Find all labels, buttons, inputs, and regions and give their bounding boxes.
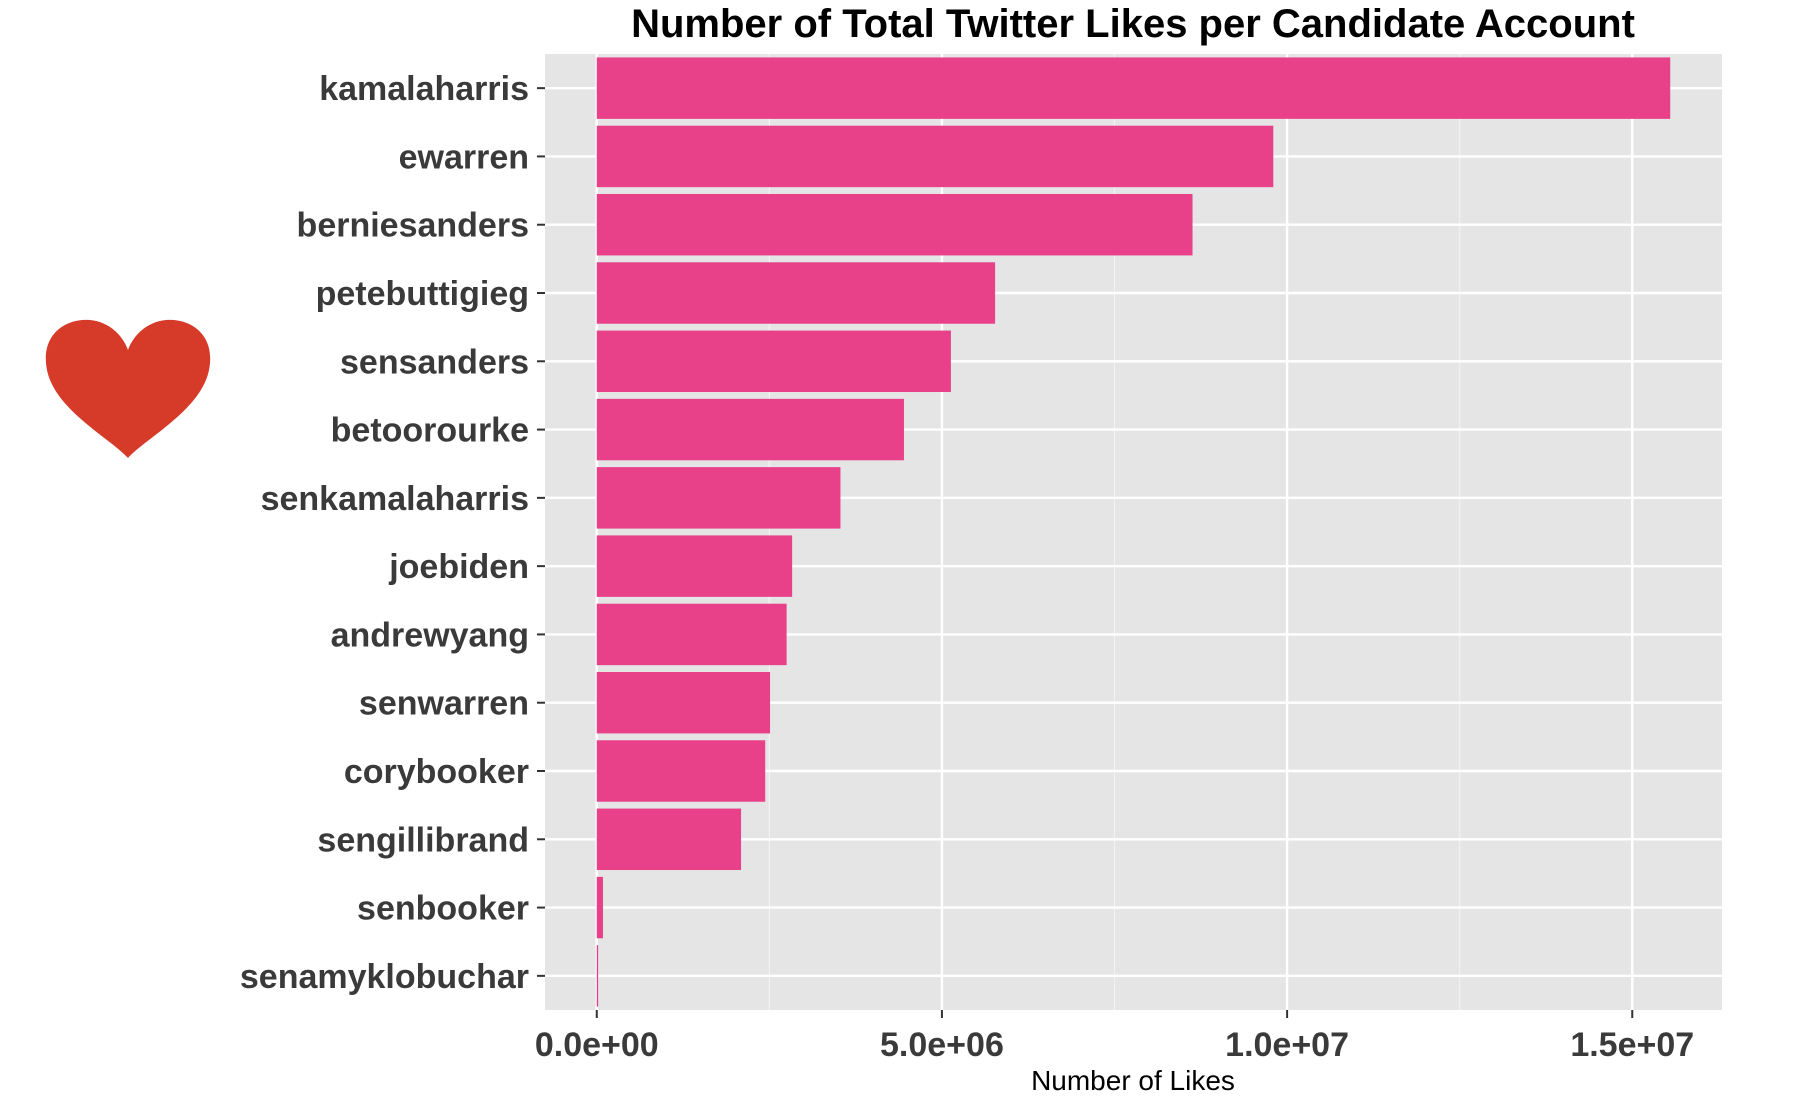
y-tick-label: sengillibrand bbox=[317, 821, 529, 859]
heart-icon bbox=[45, 319, 211, 458]
bar-senkamalaharris bbox=[596, 467, 841, 529]
chart-title: Number of Total Twitter Likes per Candid… bbox=[631, 2, 1635, 46]
bar-senbooker bbox=[596, 876, 603, 939]
x-tick-label: 0.0e+00 bbox=[535, 1026, 659, 1064]
x-tick-label: 5.0e+06 bbox=[880, 1026, 1004, 1064]
x-axis-label: Number of Likes bbox=[1031, 1065, 1235, 1096]
x-tick-label: 1.5e+07 bbox=[1570, 1026, 1694, 1064]
y-tick-label: betoorourke bbox=[331, 412, 529, 450]
bar-corybooker bbox=[596, 740, 766, 802]
bar-senamyklobuchar bbox=[596, 945, 599, 1007]
bar-ewarren bbox=[596, 125, 1274, 188]
bars bbox=[596, 57, 1671, 1007]
y-tick-label: sensanders bbox=[340, 343, 529, 381]
y-tick-label: joebiden bbox=[388, 548, 529, 586]
y-axis: kamalaharris ewarren berniesanders petebutt… bbox=[240, 70, 545, 996]
y-tick-label: petebuttigieg bbox=[316, 275, 529, 313]
bar-joebiden bbox=[596, 535, 793, 597]
bar-berniesanders bbox=[596, 193, 1193, 256]
y-tick-label: berniesanders bbox=[297, 207, 529, 245]
bar-senwarren bbox=[596, 671, 771, 734]
bar-kamalaharris bbox=[596, 57, 1671, 119]
bar-sengillibrand bbox=[596, 808, 742, 871]
y-tick-label: kamalaharris bbox=[319, 70, 529, 108]
y-tick-label: andrewyang bbox=[331, 616, 529, 654]
y-tick-label: senwarren bbox=[359, 685, 529, 723]
bar-betoorourke bbox=[596, 398, 904, 461]
y-tick-label: ewarren bbox=[399, 138, 529, 176]
x-axis: 0.0e+00 5.0e+06 1.0e+07 1.5e+07 bbox=[535, 1010, 1694, 1064]
bar-sensanders bbox=[596, 330, 951, 393]
y-tick-label: corybooker bbox=[344, 753, 529, 791]
bar-petebuttigieg bbox=[596, 262, 996, 324]
y-tick-label: senamyklobuchar bbox=[240, 958, 529, 996]
bar-andrewyang bbox=[596, 603, 787, 666]
y-tick-label: senbooker bbox=[357, 890, 529, 928]
y-tick-label: senkamalaharris bbox=[261, 480, 529, 518]
x-tick-label: 1.0e+07 bbox=[1225, 1026, 1349, 1064]
